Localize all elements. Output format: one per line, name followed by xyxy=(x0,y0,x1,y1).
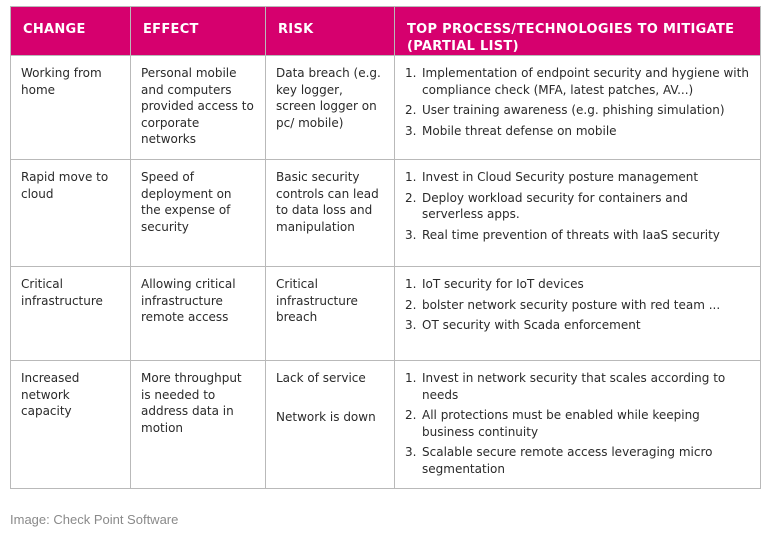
item-text: Invest in network security that scales a… xyxy=(422,371,726,402)
item-number: 2. xyxy=(405,190,417,205)
item-number: 2. xyxy=(405,408,417,422)
list-item: 1. IoT security for IoT devices xyxy=(405,276,750,293)
item-text: All protections must be enabled while ke… xyxy=(422,408,700,439)
risk-text: Critical infrastructure breach xyxy=(276,277,358,324)
item-text: User training awareness (e.g. phishing s… xyxy=(422,103,725,117)
item-text: Real time prevention of threats with Iaa… xyxy=(422,227,720,242)
risk-text: Lack of service xyxy=(276,371,366,385)
table-row: Rapid move to cloud Speed of deployment … xyxy=(10,159,761,267)
list-item: 3. Scalable secure remote access leveragi… xyxy=(405,444,750,477)
item-number: 1. xyxy=(405,371,417,385)
risk-text: Data breach (e.g. key logger, screen log… xyxy=(276,66,381,130)
list-item: 1. Invest in network security that scales… xyxy=(405,370,750,403)
list-item: 3. OT security with Scada enforcement xyxy=(405,317,750,334)
change-cell: Working from home xyxy=(10,55,131,160)
item-text: IoT security for IoT devices xyxy=(422,277,584,291)
item-number: 3. xyxy=(405,318,417,332)
item-text: Deploy workload security for containers … xyxy=(422,190,688,222)
mitigation-cell: 1. Invest in Cloud Security posture manag… xyxy=(394,159,761,267)
risk-cell: Basic security controls can lead to data… xyxy=(265,159,395,267)
mitigation-list: 1. Invest in Cloud Security posture manag… xyxy=(405,169,750,243)
risk-text: Basic security controls can lead to data… xyxy=(276,170,379,234)
risk-cell: Lack of service Network is down xyxy=(265,360,395,489)
mitigation-table: CHANGE EFFECT RISK TOP PROCESS/TECHNOLOG… xyxy=(10,6,761,489)
list-item: 2. bolster network security posture with … xyxy=(405,297,750,314)
mitigation-list: 1. Implementation of endpoint security an… xyxy=(405,65,750,139)
item-number: 2. xyxy=(405,297,417,312)
item-text: Mobile threat defense on mobile xyxy=(422,123,617,138)
list-item: 3. Mobile threat defense on mobile xyxy=(405,123,750,140)
change-cell: Increased network capacity xyxy=(10,360,131,489)
change-cell: Critical infrastructure xyxy=(10,266,131,361)
list-item: 3. Real time prevention of threats with I… xyxy=(405,227,750,244)
item-text: bolster network security posture with re… xyxy=(422,297,721,312)
header-mitigate: TOP PROCESS/TECHNOLOGIES TO MITIGATE (PA… xyxy=(394,6,761,56)
list-item: 2. User training awareness (e.g. phishing… xyxy=(405,102,750,119)
change-cell: Rapid move to cloud xyxy=(10,159,131,267)
item-number: 3. xyxy=(405,123,417,138)
effect-cell: Allowing critical infrastructure remote … xyxy=(130,266,266,361)
mitigation-list: 1. Invest in network security that scales… xyxy=(405,370,750,477)
list-item: 1. Implementation of endpoint security an… xyxy=(405,65,750,98)
risk-cell: Critical infrastructure breach xyxy=(265,266,395,361)
item-text: Implementation of endpoint security and … xyxy=(422,66,749,97)
risk-cell: Data breach (e.g. key logger, screen log… xyxy=(265,55,395,160)
mitigation-cell: 1. Invest in network security that scales… xyxy=(394,360,761,489)
item-number: 1. xyxy=(405,170,417,184)
mitigation-cell: 1. Implementation of endpoint security an… xyxy=(394,55,761,160)
effect-cell: More throughput is needed to address dat… xyxy=(130,360,266,489)
item-number: 2. xyxy=(405,103,417,117)
header-row: CHANGE EFFECT RISK TOP PROCESS/TECHNOLOG… xyxy=(10,6,761,56)
effect-cell: Speed of deployment on the expense of se… xyxy=(130,159,266,267)
effect-cell: Personal mobile and computers provided a… xyxy=(130,55,266,160)
item-number: 1. xyxy=(405,277,417,291)
list-item: 2. All protections must be enabled while … xyxy=(405,407,750,440)
header-risk: RISK xyxy=(265,6,395,56)
item-number: 3. xyxy=(405,445,417,459)
item-number: 1. xyxy=(405,66,417,80)
table-row: Critical infrastructure Allowing critica… xyxy=(10,266,761,361)
mitigation-cell: 1. IoT security for IoT devices 2. bolster… xyxy=(394,266,761,361)
item-number: 3. xyxy=(405,227,417,242)
table-row: Increased network capacity More throughp… xyxy=(10,360,761,489)
risk-text: Network is down xyxy=(276,409,376,424)
list-item: 2. Deploy workload security for container… xyxy=(405,190,750,223)
image-caption: Image: Check Point Software xyxy=(10,512,179,527)
table-row: Working from home Personal mobile and co… xyxy=(10,55,761,160)
mitigation-list: 1. IoT security for IoT devices 2. bolster… xyxy=(405,276,750,334)
header-change: CHANGE xyxy=(10,6,131,56)
item-text: Invest in Cloud Security posture managem… xyxy=(422,170,699,184)
item-text: OT security with Scada enforcement xyxy=(422,318,641,332)
item-text: Scalable secure remote access leveraging… xyxy=(422,445,713,476)
header-effect: EFFECT xyxy=(130,6,266,56)
list-item: 1. Invest in Cloud Security posture manag… xyxy=(405,169,750,186)
